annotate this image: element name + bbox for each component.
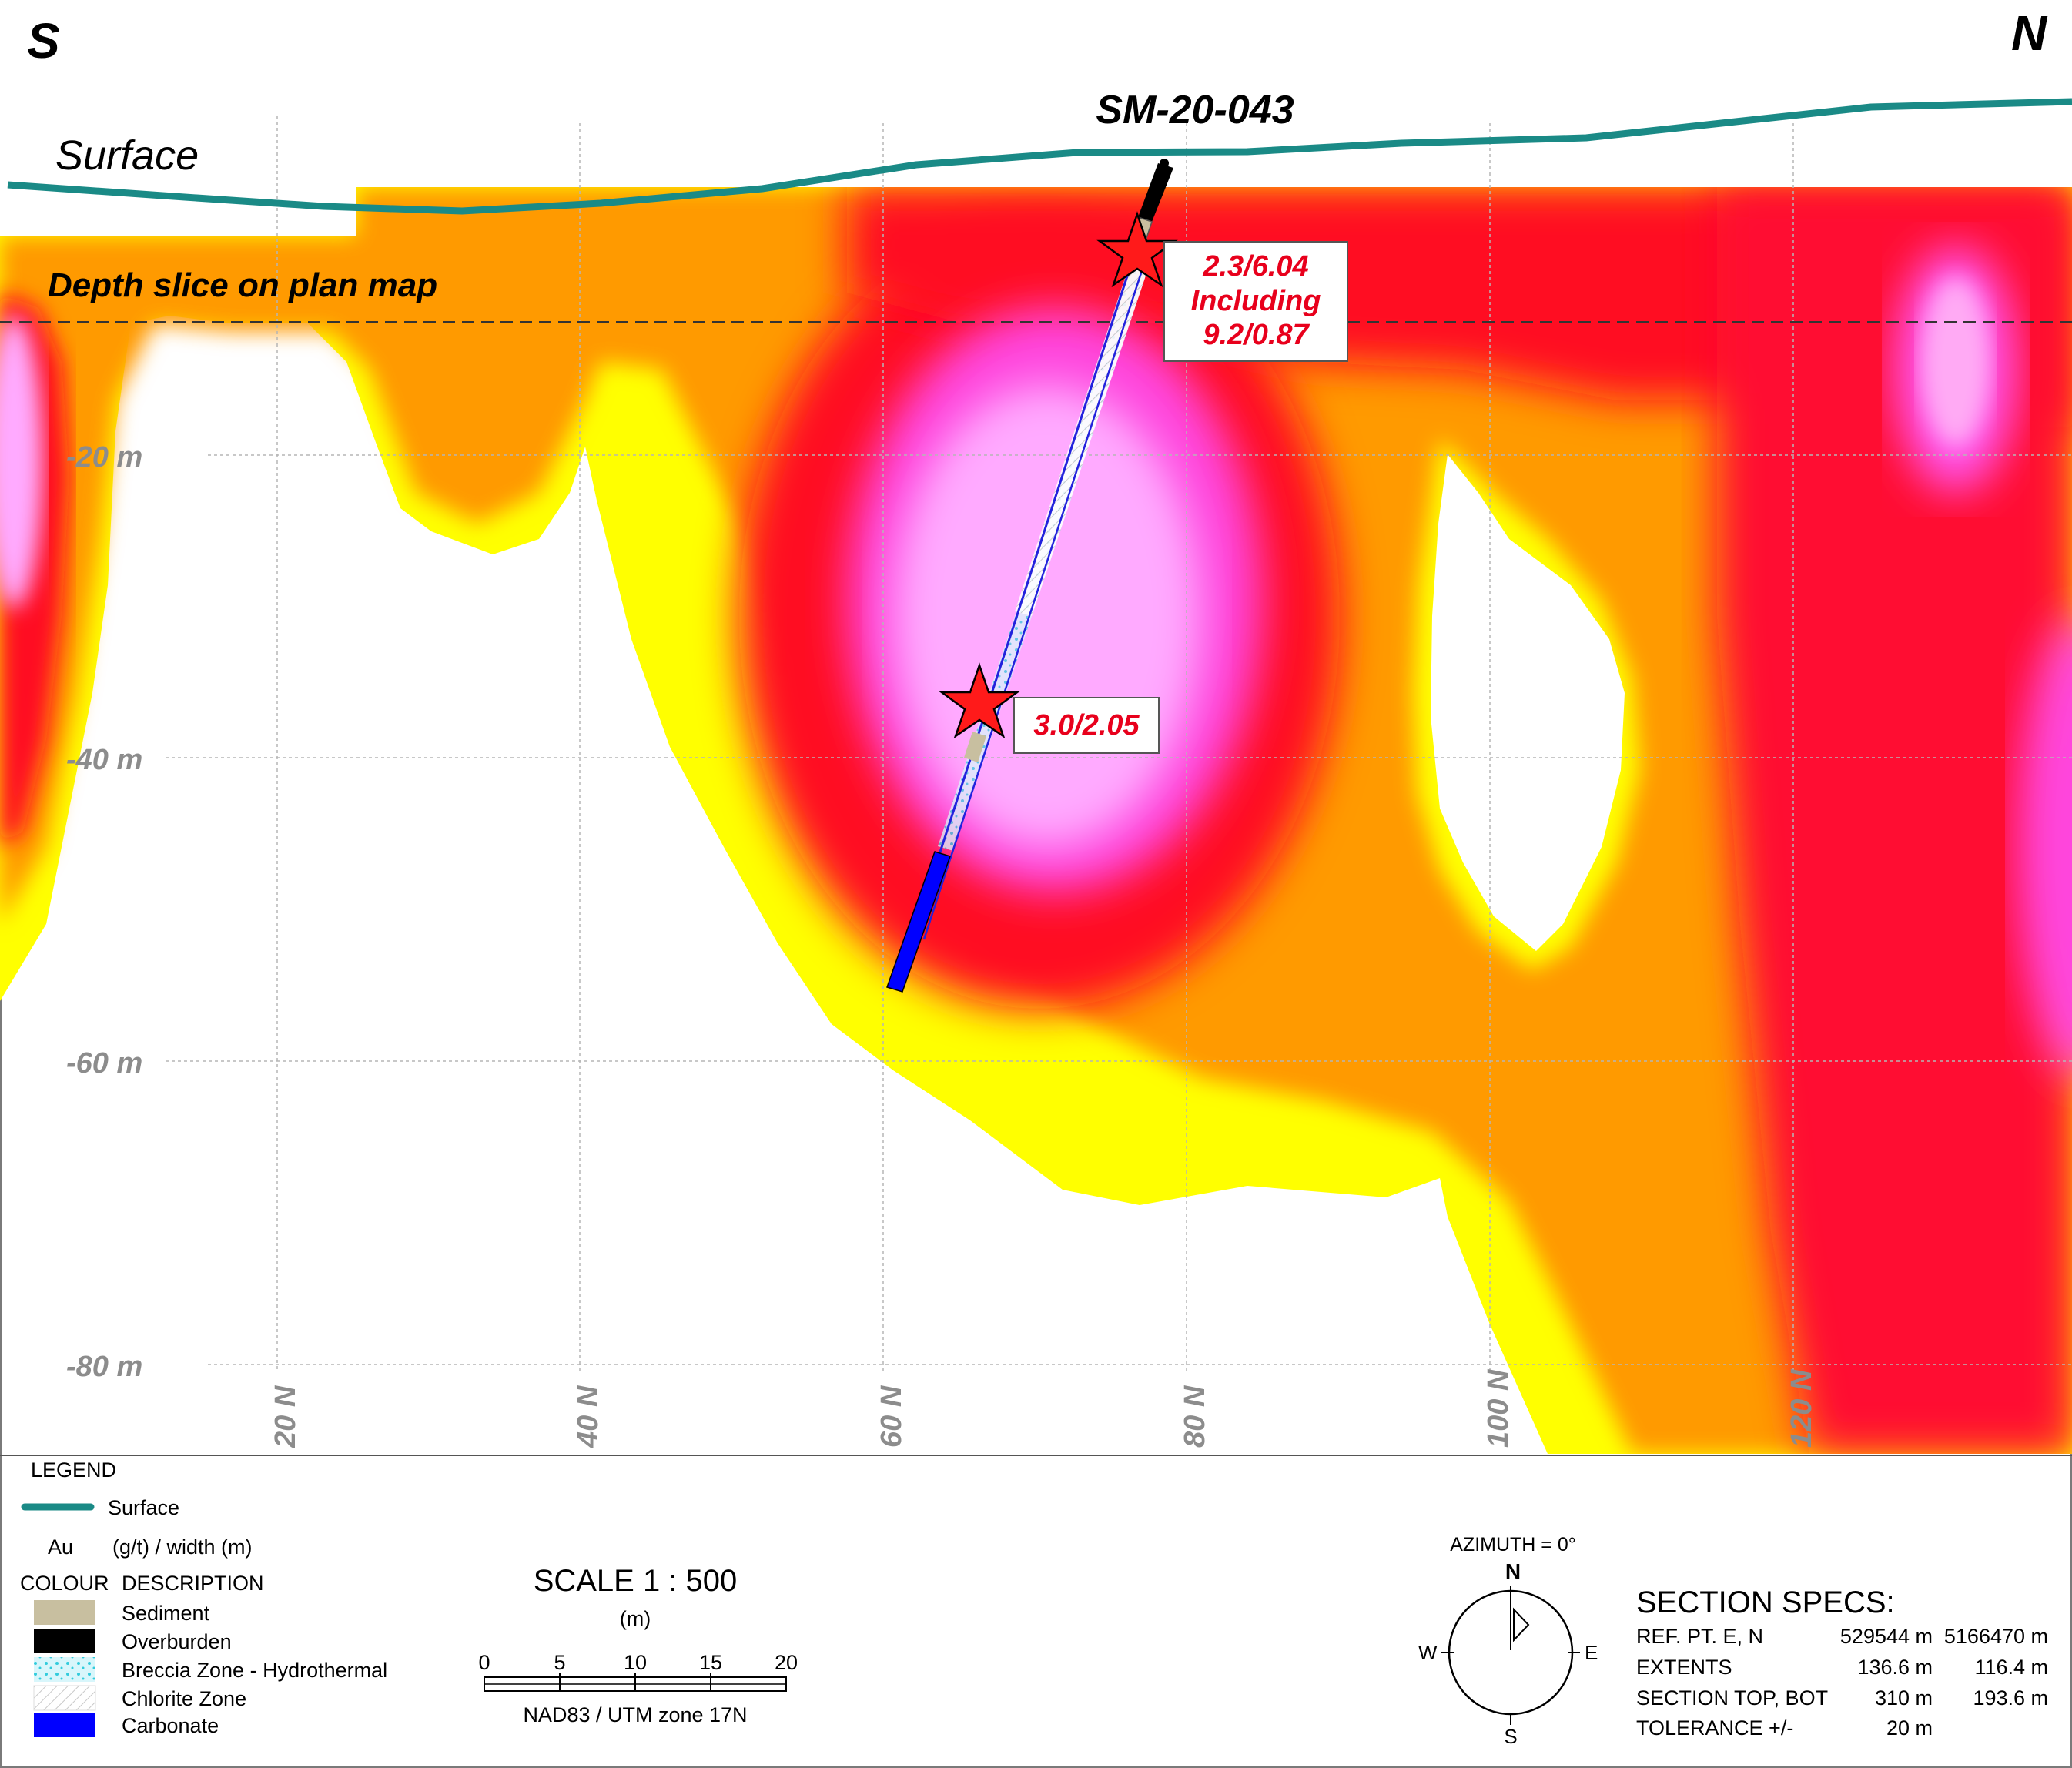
compass-n-label: N bbox=[1505, 1559, 1521, 1583]
scale-datum: NAD83 / UTM zone 17N bbox=[523, 1703, 747, 1726]
northing-tick-100: 100 N bbox=[1482, 1368, 1515, 1448]
field-red-east bbox=[1717, 187, 2072, 1454]
specs-title: SECTION SPECS: bbox=[1636, 1586, 1895, 1619]
hole-id-label: SM-20-043 bbox=[1096, 88, 1294, 132]
northing-tick-40: 40 N bbox=[572, 1385, 604, 1448]
legend-swatch-chlorite bbox=[33, 1685, 96, 1711]
legend-swatch-breccia bbox=[34, 1657, 95, 1682]
specs-row-topbot-v1: 310 m bbox=[1875, 1686, 1933, 1709]
compass: AZIMUTH = 0° N W E S bbox=[1418, 1534, 1598, 1748]
section-specs: SECTION SPECS: REF. PT. E, N 529544 m 51… bbox=[1636, 1586, 2048, 1740]
legend-item-breccia: Breccia Zone - Hydrothermal bbox=[122, 1659, 387, 1682]
depth-tick-60: -60 m bbox=[66, 1047, 142, 1080]
northing-tick-120: 120 N bbox=[1786, 1368, 1818, 1448]
callout-lower-line1: 3.0/2.05 bbox=[1033, 709, 1140, 742]
scale-tick-20: 20 bbox=[775, 1651, 798, 1674]
scale-bar: SCALE 1 : 500 (m) 0 5 10 15 20 NAD83 / U… bbox=[478, 1564, 798, 1726]
orientation-south: S bbox=[27, 13, 60, 69]
depth-tick-80: -80 m bbox=[66, 1351, 142, 1383]
callout-box-upper bbox=[1163, 241, 1348, 362]
callout-upper-line3: 9.2/0.87 bbox=[1203, 319, 1310, 351]
northing-tick-60: 60 N bbox=[875, 1385, 908, 1448]
specs-row-extents-v2: 116.4 m bbox=[1974, 1656, 2048, 1679]
surface-line bbox=[7, 98, 2072, 215]
field-gap-right-3 bbox=[1431, 454, 1625, 951]
compass-azimuth: AZIMUTH = 0° bbox=[1450, 1534, 1576, 1555]
legend: LEGEND Surface Au (g/t) / width (m) COLO… bbox=[20, 1458, 387, 1737]
legend-au-units: (g/t) / width (m) bbox=[112, 1535, 253, 1559]
legend-swatch-overburden bbox=[34, 1629, 95, 1653]
scale-unit: (m) bbox=[620, 1607, 651, 1630]
field-magenta-far-east bbox=[2017, 617, 2072, 1077]
legend-au-label: Au bbox=[48, 1535, 73, 1559]
specs-row-refpt-v1: 529544 m bbox=[1840, 1625, 1933, 1648]
drill-carbonate bbox=[886, 851, 951, 993]
legend-description-header: DESCRIPTION bbox=[122, 1572, 264, 1595]
drill-trace-line-2 bbox=[922, 253, 1149, 940]
compass-azimuth-arrow bbox=[1513, 1607, 1530, 1642]
legend-title: LEGEND bbox=[31, 1458, 116, 1482]
drill-collar bbox=[1160, 159, 1169, 168]
specs-row-topbot-label: SECTION TOP, BOT bbox=[1636, 1686, 1828, 1709]
scale-tick-5: 5 bbox=[554, 1651, 565, 1674]
legend-colour-header: COLOUR bbox=[20, 1572, 109, 1595]
legend-item-overburden: Overburden bbox=[122, 1630, 232, 1653]
legend-swatch-carbonate bbox=[34, 1713, 95, 1737]
callout-upper-line2: Including bbox=[1191, 285, 1321, 317]
specs-row-tolerance-label: TOLERANCE +/- bbox=[1636, 1716, 1793, 1740]
scale-tick-0: 0 bbox=[478, 1651, 490, 1674]
specs-row-refpt-label: REF. PT. E, N bbox=[1636, 1625, 1763, 1648]
orientation-north: N bbox=[2011, 5, 2048, 61]
field-pink-core bbox=[893, 385, 1201, 847]
drill-overburden bbox=[1138, 163, 1173, 222]
compass-s-label: S bbox=[1504, 1725, 1517, 1748]
intercept-star-lower bbox=[939, 662, 1020, 739]
chargeability-field bbox=[0, 187, 2072, 1454]
compass-w-label: W bbox=[1418, 1641, 1438, 1664]
specs-row-extents-label: EXTENTS bbox=[1636, 1656, 1732, 1679]
drill-sediment-lower bbox=[964, 732, 986, 762]
field-pink-west bbox=[0, 316, 43, 608]
northing-tick-80: 80 N bbox=[1179, 1385, 1211, 1448]
legend-item-sediment: Sediment bbox=[122, 1602, 210, 1625]
callout-box-lower bbox=[1013, 697, 1160, 754]
scale-tick-10: 10 bbox=[624, 1651, 647, 1674]
depth-slice-label: Depth slice on plan map bbox=[48, 266, 437, 304]
legend-item-chlorite: Chlorite Zone bbox=[122, 1687, 246, 1710]
depth-tick-40: -40 m bbox=[66, 744, 142, 776]
legend-item-carbonate: Carbonate bbox=[122, 1714, 219, 1737]
legend-swatch-sediment bbox=[34, 1600, 95, 1625]
specs-row-topbot-v2: 193.6 m bbox=[1973, 1686, 2048, 1709]
northing-tick-20: 20 N bbox=[269, 1385, 302, 1448]
compass-e-label: E bbox=[1585, 1641, 1598, 1664]
specs-row-refpt-v2: 5166470 m bbox=[1944, 1625, 2048, 1648]
specs-row-tolerance-v1: 20 m bbox=[1886, 1716, 1933, 1740]
scale-title: SCALE 1 : 500 bbox=[534, 1564, 738, 1598]
field-pink-east bbox=[1921, 277, 1990, 447]
specs-row-extents-v1: 136.6 m bbox=[1857, 1656, 1933, 1679]
legend-surface-label: Surface bbox=[108, 1496, 179, 1519]
callout-upper-line1: 2.3/6.04 bbox=[1202, 250, 1308, 283]
section-grid bbox=[166, 116, 2072, 1371]
depth-tick-20: -20 m bbox=[66, 441, 142, 474]
scale-tick-15: 15 bbox=[699, 1651, 722, 1674]
surface-label: Surface bbox=[55, 132, 199, 179]
